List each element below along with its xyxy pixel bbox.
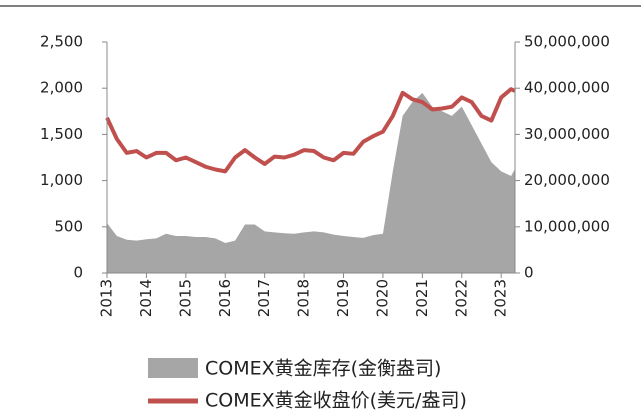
inventory-area bbox=[107, 92, 515, 273]
x-tick-label: 2017 bbox=[255, 279, 273, 317]
y-tick-label: 1,500 bbox=[40, 125, 83, 143]
legend-label: COMEX黄金库存(金衡盎司) bbox=[205, 358, 441, 380]
x-tick-label: 2016 bbox=[216, 279, 234, 317]
y-tick-label: 2,000 bbox=[40, 79, 83, 97]
y2-tick-label: 50,000,000 bbox=[524, 33, 610, 51]
x-tick-label: 2022 bbox=[452, 279, 470, 317]
y2-tick-label: 20,000,000 bbox=[524, 171, 610, 189]
y-tick-label: 500 bbox=[54, 217, 83, 235]
y-tick-label: 1,000 bbox=[40, 171, 83, 189]
legend-label: COMEX黄金收盘价(美元/盎司) bbox=[205, 390, 467, 412]
x-tick-label: 2015 bbox=[176, 279, 194, 317]
x-tick-label: 2018 bbox=[295, 279, 313, 317]
y2-tick-label: 10,000,000 bbox=[524, 217, 610, 235]
x-tick-label: 2019 bbox=[334, 279, 352, 317]
y2-tick-label: 40,000,000 bbox=[524, 79, 610, 97]
price-line bbox=[105, 87, 516, 174]
x-tick-label: 2021 bbox=[413, 279, 431, 317]
x-tick-label: 2014 bbox=[137, 279, 155, 317]
y-tick-label: 2,500 bbox=[40, 33, 83, 51]
x-tick-label: 2023 bbox=[492, 279, 510, 317]
y2-tick-label: 30,000,000 bbox=[524, 125, 610, 143]
x-tick-label: 2013 bbox=[98, 279, 116, 317]
x-tick-label: 2020 bbox=[373, 279, 391, 317]
y2-tick-label: 0 bbox=[524, 264, 534, 282]
legend-swatch bbox=[148, 358, 198, 378]
y-tick-label: 0 bbox=[73, 264, 83, 282]
